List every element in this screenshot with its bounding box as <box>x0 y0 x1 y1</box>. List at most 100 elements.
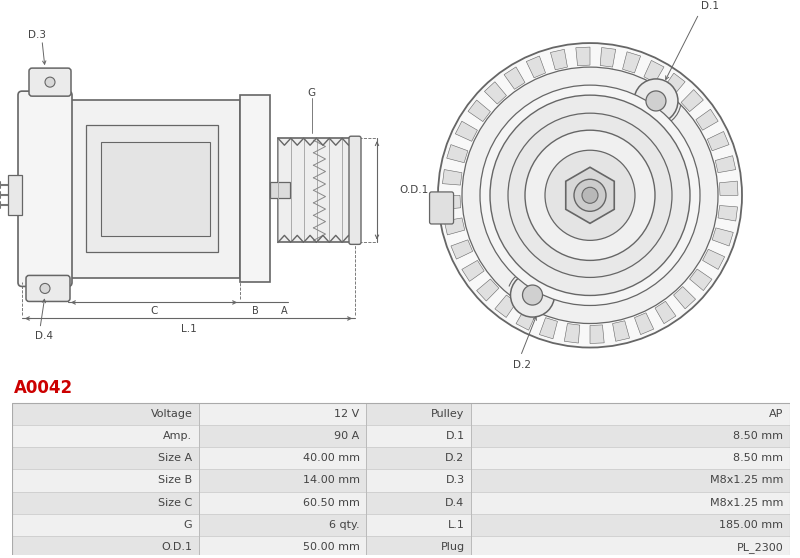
Polygon shape <box>526 56 546 78</box>
Polygon shape <box>576 47 590 66</box>
Text: 60.50 mm: 60.50 mm <box>302 498 359 508</box>
Text: L.1: L.1 <box>181 324 196 334</box>
Text: 8.50 mm: 8.50 mm <box>734 453 783 463</box>
Text: 12 V: 12 V <box>334 408 359 418</box>
Bar <box>366 425 470 447</box>
Text: G: G <box>307 88 315 98</box>
Circle shape <box>438 43 742 348</box>
Text: Size A: Size A <box>158 453 193 463</box>
Bar <box>68 100 240 278</box>
Polygon shape <box>712 228 734 246</box>
Text: 14.00 mm: 14.00 mm <box>302 475 359 485</box>
Bar <box>366 536 470 558</box>
Bar <box>366 469 470 492</box>
Text: M8x1.25 mm: M8x1.25 mm <box>710 475 783 485</box>
Polygon shape <box>504 67 525 89</box>
Text: D.4: D.4 <box>35 330 53 340</box>
Polygon shape <box>566 167 614 223</box>
Polygon shape <box>613 321 630 341</box>
Text: 50.00 mm: 50.00 mm <box>302 542 359 552</box>
Text: A0042: A0042 <box>14 379 74 397</box>
Text: PL_2300: PL_2300 <box>737 542 783 552</box>
Polygon shape <box>442 170 462 185</box>
Text: 185.00 mm: 185.00 mm <box>719 520 783 530</box>
Text: G: G <box>184 520 193 530</box>
Text: Pulley: Pulley <box>431 408 465 418</box>
Bar <box>278 138 355 242</box>
Text: Amp.: Amp. <box>163 431 193 441</box>
Polygon shape <box>564 324 580 343</box>
Text: A: A <box>281 306 287 316</box>
Bar <box>86 125 218 252</box>
Circle shape <box>462 67 718 324</box>
Polygon shape <box>477 279 499 301</box>
Circle shape <box>545 150 635 240</box>
Bar <box>12 425 198 447</box>
Polygon shape <box>681 90 703 112</box>
Circle shape <box>522 285 542 305</box>
FancyBboxPatch shape <box>430 192 454 224</box>
Polygon shape <box>468 100 490 122</box>
FancyBboxPatch shape <box>29 68 71 96</box>
Bar <box>270 182 290 198</box>
Polygon shape <box>539 318 558 339</box>
Polygon shape <box>516 308 536 330</box>
Text: 8.50 mm: 8.50 mm <box>734 431 783 441</box>
Circle shape <box>510 273 554 317</box>
Bar <box>12 492 198 514</box>
Polygon shape <box>462 261 484 281</box>
Bar <box>366 402 470 425</box>
Bar <box>12 514 790 536</box>
Bar <box>366 447 470 469</box>
Polygon shape <box>495 295 516 318</box>
Polygon shape <box>664 73 685 95</box>
Bar <box>12 514 198 536</box>
FancyBboxPatch shape <box>18 91 72 286</box>
Polygon shape <box>719 181 738 195</box>
Polygon shape <box>690 269 712 291</box>
Circle shape <box>574 179 606 211</box>
Bar <box>366 492 470 514</box>
Text: B: B <box>252 306 258 316</box>
Polygon shape <box>442 195 461 209</box>
Polygon shape <box>715 156 736 172</box>
Polygon shape <box>622 52 641 73</box>
Circle shape <box>582 187 598 203</box>
Polygon shape <box>718 205 738 221</box>
Polygon shape <box>702 249 725 270</box>
Polygon shape <box>600 47 616 67</box>
Text: D.3: D.3 <box>28 30 46 40</box>
Bar <box>12 469 198 492</box>
Bar <box>8 175 22 215</box>
Polygon shape <box>446 145 468 163</box>
Text: L.1: L.1 <box>448 520 465 530</box>
Polygon shape <box>644 60 664 83</box>
Polygon shape <box>550 49 567 70</box>
Text: O.D.1: O.D.1 <box>399 185 428 195</box>
Polygon shape <box>674 287 695 309</box>
Text: D.4: D.4 <box>446 498 465 508</box>
Circle shape <box>525 130 655 261</box>
Circle shape <box>634 79 678 123</box>
Bar <box>101 142 210 237</box>
Text: Plug: Plug <box>441 542 465 552</box>
Text: AP: AP <box>769 408 783 418</box>
Text: 40.00 mm: 40.00 mm <box>302 453 359 463</box>
Circle shape <box>45 77 55 87</box>
Circle shape <box>490 95 690 295</box>
Bar <box>12 536 198 558</box>
Polygon shape <box>707 132 729 151</box>
Text: O.D.1: O.D.1 <box>162 542 193 552</box>
Text: Size C: Size C <box>158 498 193 508</box>
Polygon shape <box>444 218 465 235</box>
Text: D.2: D.2 <box>513 360 530 370</box>
Circle shape <box>480 85 700 305</box>
Text: D.2: D.2 <box>446 453 465 463</box>
Text: D.3: D.3 <box>446 475 465 485</box>
Text: Size B: Size B <box>158 475 193 485</box>
Text: Voltage: Voltage <box>150 408 193 418</box>
Polygon shape <box>696 109 718 130</box>
Text: 6 qty.: 6 qty. <box>329 520 359 530</box>
Circle shape <box>508 113 672 277</box>
Bar <box>12 536 790 558</box>
